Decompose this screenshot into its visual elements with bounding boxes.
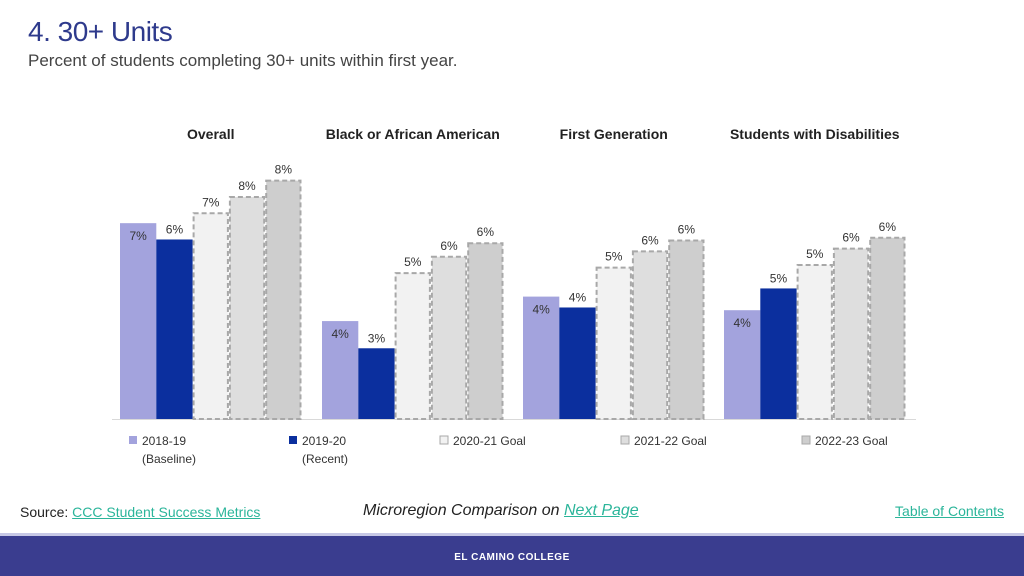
table-of-contents-link[interactable]: Table of Contents	[895, 503, 1004, 519]
bar-0-4	[265, 179, 302, 420]
data-label-1-0: 4%	[331, 327, 349, 341]
category-label-1: Black or African American	[326, 126, 500, 142]
page-title: 4. 30+ Units	[28, 16, 173, 47]
data-label-2-4: 6%	[678, 222, 696, 236]
legend-swatch-4	[801, 435, 811, 445]
bar-1-4	[467, 242, 504, 420]
bar-2-4	[668, 239, 705, 420]
org-name: EL CAMINO COLLEGE	[454, 552, 570, 563]
bar-3-3	[832, 247, 870, 420]
legend-label-1-1: (Recent)	[302, 452, 348, 466]
microregion-note: Microregion Comparison on Next Page	[363, 502, 639, 520]
data-label-2-2: 5%	[605, 250, 623, 264]
data-label-3-2: 5%	[806, 247, 824, 261]
bar-0-1	[156, 239, 193, 419]
bar-3-1	[760, 288, 797, 419]
legend-label-1-0: 2019-20	[302, 434, 346, 448]
page-subtitle: Percent of students completing 30+ units…	[28, 51, 458, 70]
bar-1-1	[358, 348, 395, 419]
bar-1-2	[394, 272, 431, 420]
bar-1-3	[430, 255, 468, 420]
bar-0-0	[120, 223, 157, 419]
next-page-link[interactable]: Next Page	[563, 502, 639, 519]
legend-swatch-0	[129, 436, 137, 444]
legend-swatch-1	[289, 436, 297, 444]
data-label-3-1: 5%	[770, 271, 788, 285]
data-label-2-0: 4%	[532, 303, 550, 317]
source-link[interactable]: CCC Student Success Metrics	[72, 504, 261, 520]
legend-swatch-2	[439, 435, 449, 445]
data-label-0-1: 6%	[166, 222, 184, 236]
legend-label-2-0: 2020-21 Goal	[453, 434, 526, 448]
grouped-bar-chart: Overall 7% 6% 7% 8% 8% Black or African Americ…	[112, 126, 916, 466]
data-label-1-3: 6%	[440, 239, 458, 253]
bar-2-3	[631, 250, 669, 420]
data-label-3-4: 6%	[879, 220, 897, 234]
data-label-0-4: 8%	[275, 163, 293, 177]
bar-2-1	[559, 307, 596, 419]
legend-label-4-0: 2022-23 Goal	[815, 434, 888, 448]
microregion-prefix: Microregion Comparison on	[363, 502, 564, 519]
data-label-2-1: 4%	[569, 290, 587, 304]
category-label-0: Overall	[187, 126, 234, 142]
bar-0-2	[192, 212, 229, 420]
footer-bar: EL CAMINO COLLEGE	[0, 533, 1024, 576]
data-label-0-2: 7%	[202, 195, 220, 209]
category-label-3: Students with Disabilities	[730, 126, 900, 142]
data-label-1-1: 3%	[368, 331, 386, 345]
data-label-0-3: 8%	[238, 179, 256, 193]
data-label-1-4: 6%	[477, 225, 495, 239]
data-label-2-3: 6%	[641, 233, 659, 247]
source-prefix: Source:	[20, 504, 73, 520]
bar-2-0	[523, 296, 560, 419]
data-label-3-0: 4%	[733, 316, 751, 330]
source-note: Source: CCC Student Success Metrics	[20, 504, 260, 520]
legend-label-3-0: 2021-22 Goal	[634, 434, 707, 448]
data-label-3-3: 6%	[842, 231, 860, 245]
bar-0-3	[228, 195, 266, 420]
legend-label-0-0: 2018-19	[142, 434, 186, 448]
bar-2-2	[595, 266, 632, 420]
category-label-2: First Generation	[560, 126, 668, 142]
legend-swatch-3	[620, 435, 630, 445]
bar-3-2	[796, 263, 833, 420]
bar-3-4	[869, 236, 906, 420]
bar-1-0	[322, 321, 359, 419]
bar-3-0	[724, 310, 761, 419]
data-label-1-2: 5%	[404, 255, 422, 269]
data-label-0-0: 7%	[129, 229, 147, 243]
legend-label-0-1: (Baseline)	[142, 452, 196, 466]
